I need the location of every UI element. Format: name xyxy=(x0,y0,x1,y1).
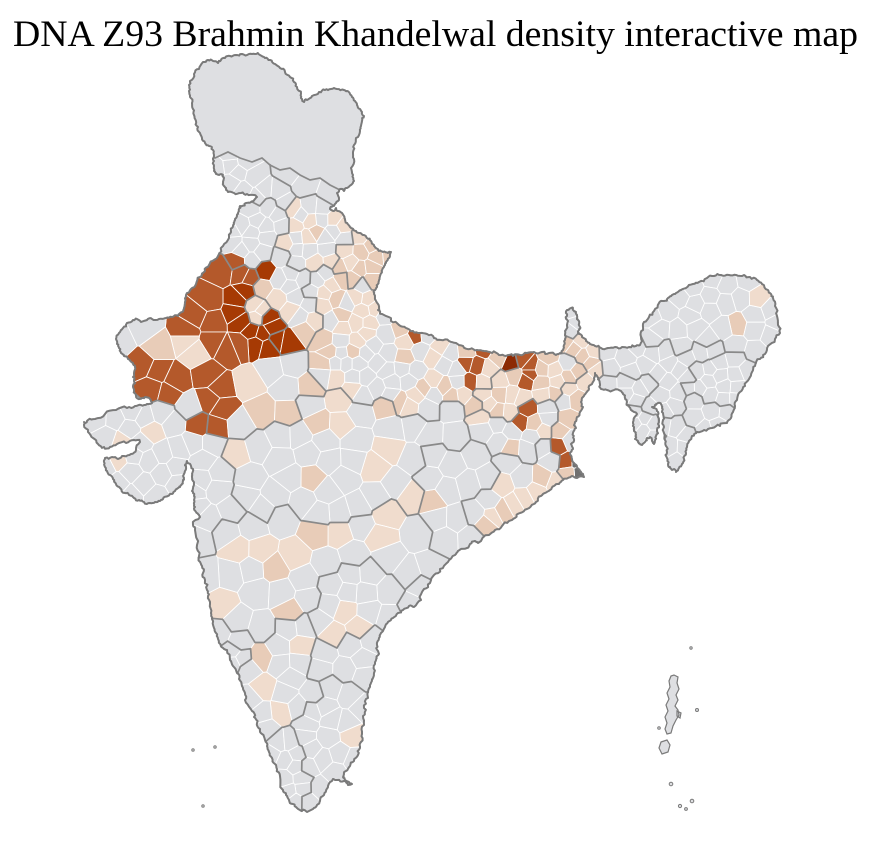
svg-text:DNA Z93 Brahmin Khandelwal den: DNA Z93 Brahmin Khandelwal density inter… xyxy=(13,14,858,55)
